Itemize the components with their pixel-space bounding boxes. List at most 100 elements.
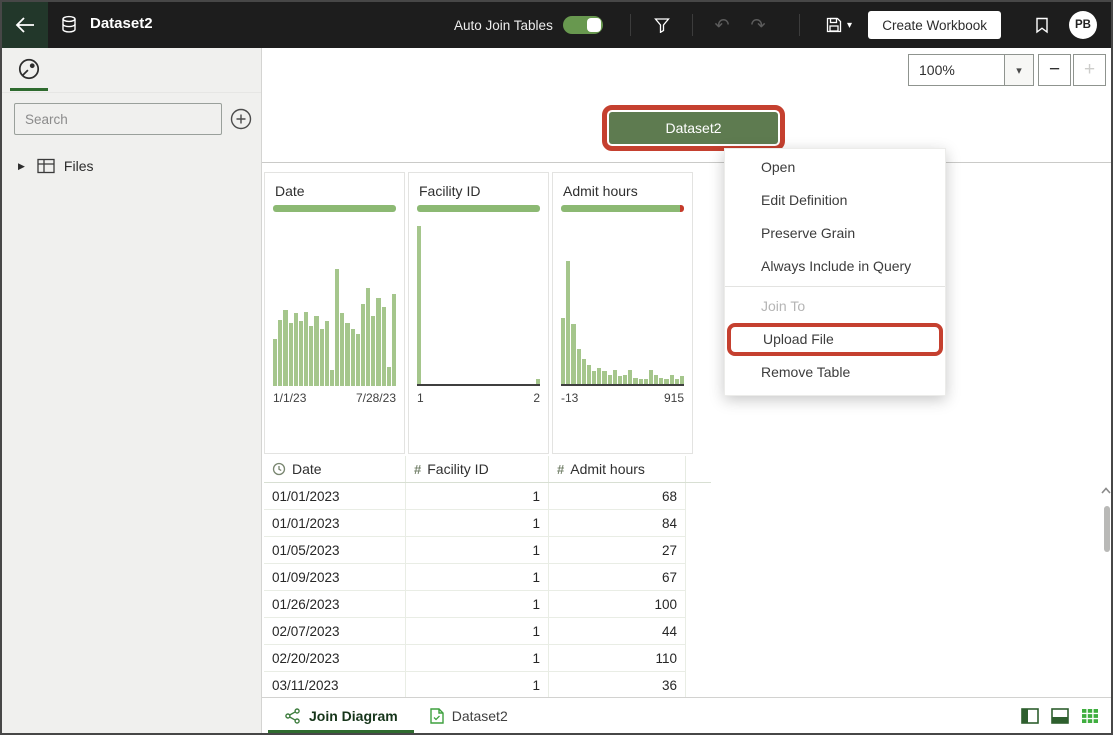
column-header-facility-id[interactable]: # Facility ID <box>406 456 549 482</box>
table-cell: 01/26/2023 <box>264 591 406 618</box>
histogram-bar <box>376 298 381 386</box>
undo-icon[interactable]: ↶ <box>714 14 730 35</box>
scrollbar-thumb[interactable] <box>1104 506 1110 552</box>
table-row[interactable]: 01/01/2023 1 84 <box>264 510 711 537</box>
table-cell: 110 <box>549 645 686 672</box>
sidebar-item-files[interactable]: ▶ Files <box>2 152 261 180</box>
column-header-admit-hours[interactable]: # Admit hours <box>549 456 686 482</box>
histogram-bar <box>643 379 648 384</box>
topbar: Dataset2 Auto Join Tables ↶ ↷ ▾ Create W… <box>2 2 1111 48</box>
table-row[interactable]: 01/26/2023 1 100 <box>264 591 711 618</box>
redo-icon[interactable]: ↷ <box>750 14 766 35</box>
save-button[interactable]: ▾ <box>816 2 862 48</box>
histogram-bar <box>561 318 566 384</box>
histogram-bar <box>298 321 304 386</box>
column-card-admit-hours[interactable]: Admit hours -13 915 <box>552 172 693 454</box>
histogram-bar <box>633 378 638 384</box>
histogram-bar <box>674 379 679 384</box>
zoom-out-button[interactable]: − <box>1038 54 1071 86</box>
histogram-bar <box>391 294 397 386</box>
scroll-up-icon[interactable] <box>1100 486 1111 495</box>
zoom-value: 100% <box>919 62 955 78</box>
histogram-bar <box>638 379 643 384</box>
bookmark-icon[interactable] <box>1029 2 1055 48</box>
histogram <box>273 228 397 386</box>
column-card-date[interactable]: Date 1/1/23 7/28/23 <box>264 172 405 454</box>
histogram-bar <box>664 379 669 384</box>
add-button[interactable] <box>230 108 252 130</box>
create-workbook-button[interactable]: Create Workbook <box>868 11 1001 39</box>
auto-join-label: Auto Join Tables <box>454 17 553 33</box>
column-card-title: Date <box>275 183 305 199</box>
menu-item-always-include-in-query[interactable]: Always Include in Query <box>761 258 912 274</box>
histogram-bar <box>659 378 664 384</box>
histogram-bar <box>586 365 592 384</box>
table-cell: 02/07/2023 <box>264 618 406 645</box>
table-cell: 27 <box>549 537 686 564</box>
preview-table-header: Date # Facility ID # Admit hours <box>264 456 711 483</box>
table-cell: 1 <box>406 645 549 672</box>
panel-left-layout-icon[interactable] <box>1021 707 1039 724</box>
column-header-date[interactable]: Date <box>264 456 406 482</box>
menu-item-upload-file[interactable]: Upload File <box>727 323 943 356</box>
avatar[interactable]: PB <box>1069 11 1097 39</box>
grid-view-icon[interactable] <box>1081 708 1099 724</box>
back-arrow-icon <box>15 17 34 33</box>
column-header-label: Admit hours <box>570 461 645 477</box>
table-cell: 36 <box>549 672 686 697</box>
search-input[interactable] <box>14 103 222 135</box>
table-cell: 1 <box>406 591 549 618</box>
histogram-bar <box>386 367 391 386</box>
menu-item-preserve-grain[interactable]: Preserve Grain <box>761 225 856 241</box>
menu-item-open[interactable]: Open <box>761 159 796 175</box>
back-button[interactable] <box>2 2 48 48</box>
table-row[interactable]: 01/09/2023 1 67 <box>264 564 711 591</box>
table-cell: 1 <box>406 510 549 537</box>
node-highlight-annotation: Dataset2 <box>602 105 785 151</box>
histogram-bar <box>283 310 288 386</box>
column-header-label: Facility ID <box>427 461 489 477</box>
table-row[interactable]: 02/20/2023 1 110 <box>264 645 711 672</box>
menu-item-edit-definition[interactable]: Edit Definition <box>761 192 848 208</box>
histogram-bar <box>381 307 386 386</box>
histogram-bar <box>602 371 607 384</box>
histogram-bar <box>366 288 371 386</box>
histogram-bar <box>623 375 628 384</box>
table-row[interactable]: 02/07/2023 1 44 <box>264 618 711 645</box>
histogram-bar <box>581 359 586 384</box>
auto-join-toggle[interactable] <box>562 16 603 34</box>
panel-header <box>2 48 261 93</box>
quality-bar-valid <box>561 205 681 212</box>
dataset-node[interactable]: Dataset2 <box>609 112 778 144</box>
column-card-facility-id[interactable]: Facility ID 1 2 <box>408 172 549 454</box>
table-cell: 84 <box>549 510 686 537</box>
diagram-divider <box>262 162 1111 163</box>
menu-item-remove-table[interactable]: Remove Table <box>761 364 851 380</box>
histogram-bar <box>278 320 283 386</box>
table-cell: 1 <box>406 483 549 510</box>
tab-join-diagram[interactable]: Join Diagram <box>268 698 414 733</box>
data-panel-icon[interactable] <box>16 56 42 82</box>
expander-icon[interactable]: ▶ <box>18 160 25 171</box>
filter-icon[interactable] <box>644 2 680 48</box>
histogram-bar <box>273 339 278 386</box>
table-row[interactable]: 01/05/2023 1 27 <box>264 537 711 564</box>
histogram-range: 1/1/23 7/28/23 <box>273 391 396 405</box>
histogram-bar <box>417 226 422 384</box>
quality-bar <box>561 205 684 212</box>
tab-dataset2[interactable]: Dataset2 <box>414 698 524 733</box>
histogram-bar <box>345 323 350 386</box>
quality-bar-valid <box>273 205 396 212</box>
quality-bar <box>273 205 396 212</box>
table-row[interactable]: 01/01/2023 1 68 <box>264 483 711 510</box>
search-row <box>2 93 261 147</box>
table-row[interactable]: 03/11/2023 1 36 <box>264 672 711 697</box>
zoom-level-select[interactable]: 100% ▾ <box>908 54 1034 86</box>
zoom-in-button[interactable]: + <box>1073 54 1106 86</box>
data-panel: ▶ Files <box>2 48 262 733</box>
range-min: 1 <box>417 391 424 405</box>
histogram-bar <box>576 349 581 384</box>
column-card-title: Facility ID <box>419 183 481 199</box>
panel-bottom-layout-icon[interactable] <box>1051 707 1069 724</box>
